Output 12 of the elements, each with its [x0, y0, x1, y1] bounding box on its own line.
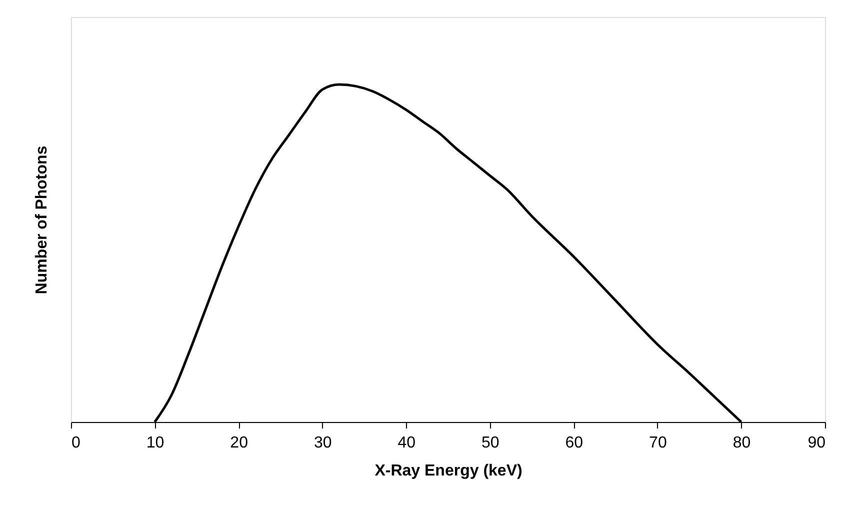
- x-tick-label: 70: [649, 434, 667, 452]
- x-tick-label: 20: [230, 434, 248, 452]
- x-axis-title: X-Ray Energy (keV): [374, 462, 522, 480]
- x-tick-label: 80: [732, 434, 751, 452]
- x-tick-label: 40: [398, 434, 416, 452]
- y-axis-title: Number of Photons: [34, 146, 50, 294]
- x-tick-label: 90: [808, 434, 826, 452]
- x-tick-label: 10: [146, 434, 164, 452]
- x-tick-label: 50: [481, 434, 500, 452]
- x-tick-label: 30: [314, 434, 332, 452]
- x-tick-label: 60: [565, 434, 584, 452]
- x-tick-label: 0: [72, 434, 80, 452]
